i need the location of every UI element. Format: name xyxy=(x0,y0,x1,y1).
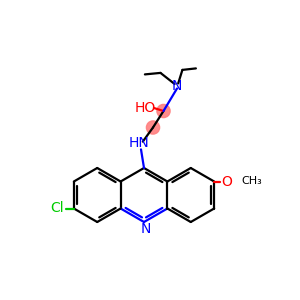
Text: HN: HN xyxy=(129,136,150,150)
Text: N: N xyxy=(172,79,182,93)
Text: Cl: Cl xyxy=(50,202,64,215)
Text: O: O xyxy=(221,175,232,188)
Text: N: N xyxy=(140,222,151,236)
Circle shape xyxy=(146,121,160,134)
Text: CH₃: CH₃ xyxy=(241,176,262,187)
Circle shape xyxy=(157,104,170,118)
Text: HO: HO xyxy=(135,101,156,115)
